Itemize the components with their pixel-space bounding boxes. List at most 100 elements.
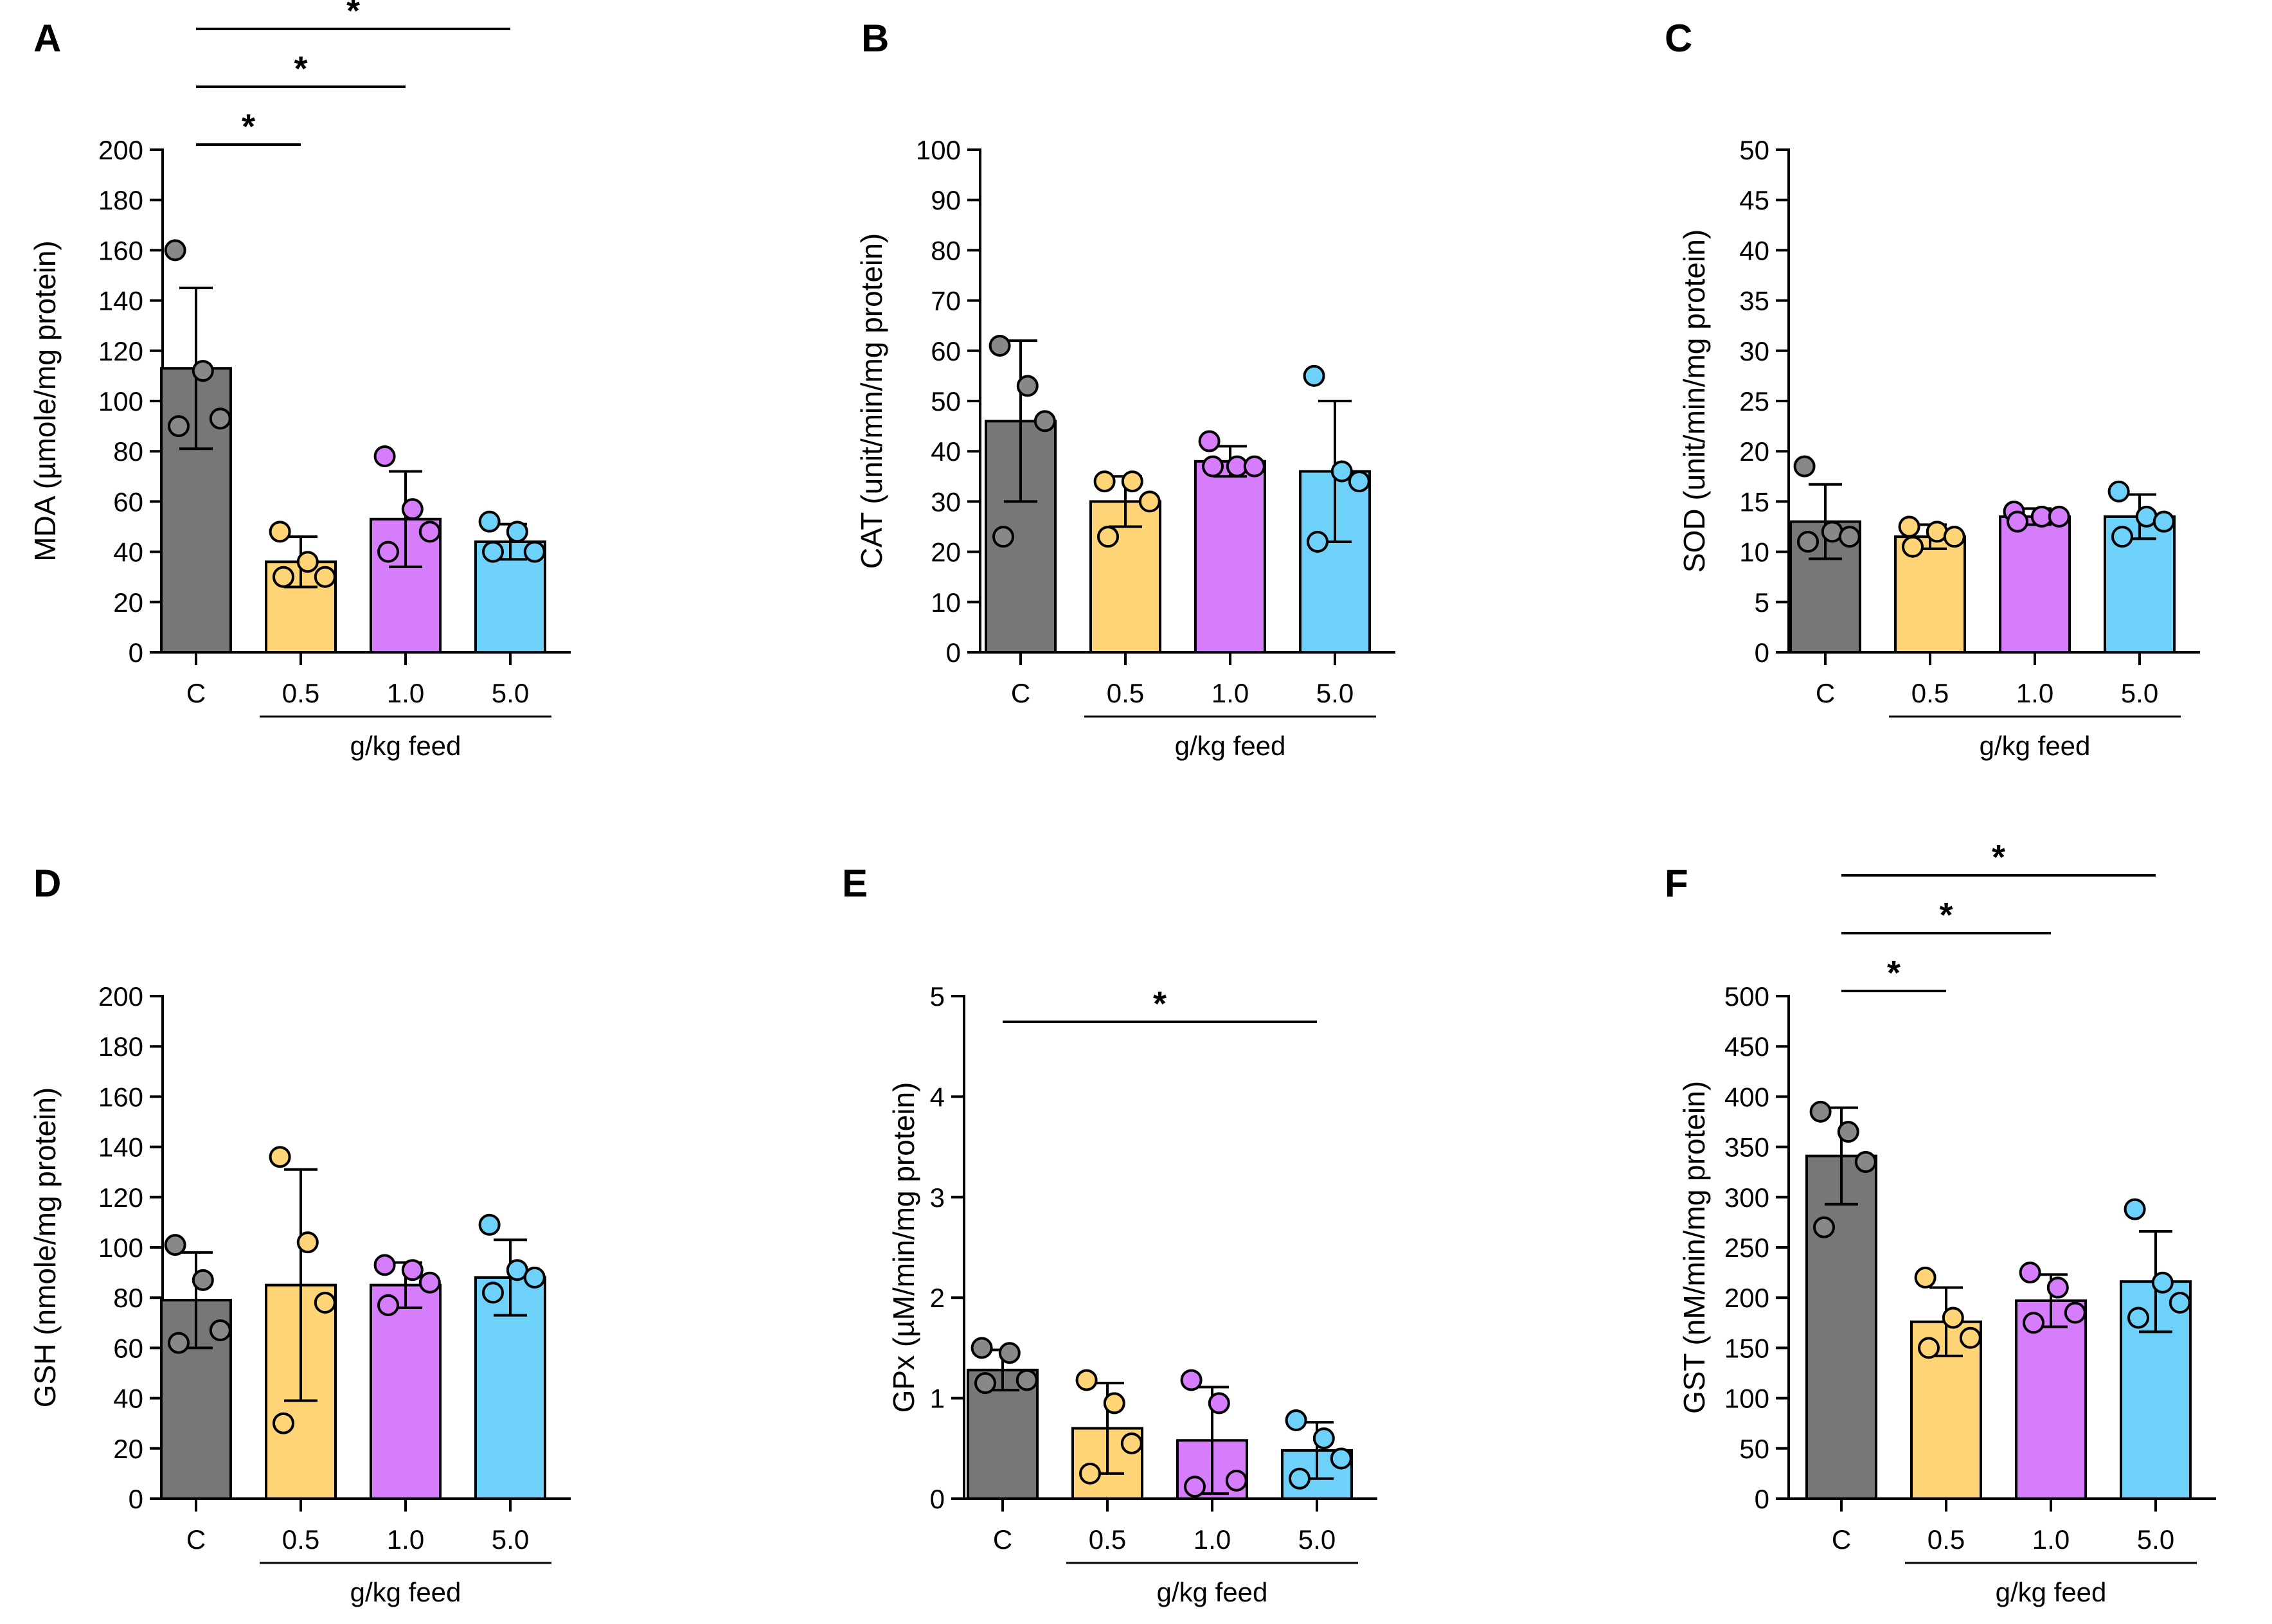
significance-star: * [1992,838,2005,877]
y-tick-label: 250 [1724,1233,1769,1263]
data-point [1198,430,1221,452]
y-tick-label: 80 [931,235,961,265]
data-point [974,1372,996,1395]
data-point [1312,1427,1335,1450]
y-tick-label: 0 [129,638,143,668]
significance-star: * [1939,896,1953,934]
x-tick-label: C [993,1524,1012,1555]
data-point [296,1231,319,1254]
data-point [418,1271,441,1294]
x-tick-label: 5.0 [2121,678,2158,708]
data-point [1075,1369,1098,1391]
y-tick-label: 50 [1739,135,1769,165]
y-tick-label: 10 [1739,537,1769,567]
data-point [164,1234,186,1256]
data-point [1959,1326,1981,1349]
data-point [2111,526,2133,548]
data-point [2151,1271,2174,1294]
data-point [1797,530,1819,553]
data-point [1898,515,1920,538]
y-tick-label: 50 [931,386,961,416]
data-point [1942,1307,1964,1329]
y-axis-label: GST (nM/min/mg protein) [1677,1081,1711,1414]
y-tick-label: 4 [930,1082,945,1112]
x-tick-label: C [186,678,206,708]
y-axis-label: MDA (µmole/mg protein) [28,240,62,561]
group-label: g/kg feed [1175,731,1286,761]
y-tick-label: 500 [1724,981,1769,1012]
x-tick-label: 1.0 [387,1524,424,1555]
y-tick-label: 60 [113,486,143,517]
x-tick-label: 5.0 [1298,1524,1336,1555]
x-tick-label: 5.0 [1316,678,1354,708]
group-label: g/kg feed [1157,1577,1268,1607]
y-tick-label: 80 [113,1283,143,1313]
data-point [2169,1292,2191,1314]
data-point [1943,526,1965,548]
x-tick-label: 0.5 [1928,1524,1965,1555]
y-tick-label: 120 [98,336,143,366]
panel-b: B 0 10 20 30 40 50 60 70 80 90 100 CAT (unit/min/mg … [855,17,1395,761]
data-point [1120,1432,1143,1454]
y-tick-label: 45 [1739,185,1769,215]
bar-1.0 [370,1283,442,1501]
data-point [373,445,396,468]
data-point [1307,530,1328,553]
data-point [273,1412,294,1434]
data-point [1813,1216,1835,1238]
data-point [168,415,190,438]
data-point [2064,1301,2086,1324]
y-tick-label: 35 [1739,286,1769,316]
bar-1.0 [1194,460,1266,654]
y-axis-label: GSH (nmole/mg protein) [28,1087,62,1408]
y-tick-label: 25 [1739,386,1769,416]
data-point [1138,490,1161,513]
data-point [314,1292,336,1314]
bar-1.0 [1999,515,2071,654]
group-label: g/kg feed [350,731,461,761]
y-tick-label: 40 [1739,235,1769,265]
data-point [2127,1307,2149,1329]
data-point [296,551,319,573]
y-tick-label: 10 [931,587,961,618]
significance-star: * [346,0,360,30]
panel-a: A 0 20 40 60 80 100 120 140 160 180 200 MDA (µmole/m… [28,0,571,761]
y-axis-label: GPx (µM/min/mg protein) [887,1082,920,1413]
data-point [1180,1369,1203,1391]
data-point [418,521,441,543]
data-point [1015,1369,1038,1391]
panel-c: C 0 5 10 15 20 25 30 35 40 45 50 SOD (unit/min/mg pr… [1665,17,2200,761]
y-tick-label: 100 [1724,1384,1769,1414]
data-point [988,334,1011,357]
data-point [1348,470,1370,493]
panel-f: F 0 50 100 150 200 250 300 350 400 450 500 GST (nM/m… [1665,838,2216,1607]
x-tick-label: 0.5 [282,678,319,708]
x-tick-label: 0.5 [1089,1524,1126,1555]
data-point [1097,526,1119,548]
data-point [2023,1312,2044,1334]
data-point [2124,1198,2146,1220]
y-tick-label: 0 [129,1484,143,1514]
data-point [1184,1476,1206,1498]
significance-star: * [242,107,255,146]
data-point [401,1259,424,1281]
data-point [1918,1337,1940,1359]
y-tick-label: 50 [1739,1434,1769,1464]
y-tick-label: 40 [113,537,143,567]
y-axis-label: CAT (unit/min/mg protein) [855,233,888,569]
data-point [2019,1262,2041,1284]
y-tick-label: 100 [916,135,961,165]
data-point [1330,1447,1352,1470]
x-tick-label: 1.0 [2016,678,2053,708]
y-tick-label: 60 [931,336,961,366]
group-label: g/kg feed [1980,731,2091,761]
data-point [1243,455,1266,477]
x-tick-label: 5.0 [2137,1524,2174,1555]
data-point [168,1332,190,1354]
data-point [192,1269,214,1291]
data-point [1793,455,1816,477]
x-tick-label: 5.0 [492,678,529,708]
x-tick-label: C [1832,1524,1851,1555]
data-point [998,1342,1021,1364]
